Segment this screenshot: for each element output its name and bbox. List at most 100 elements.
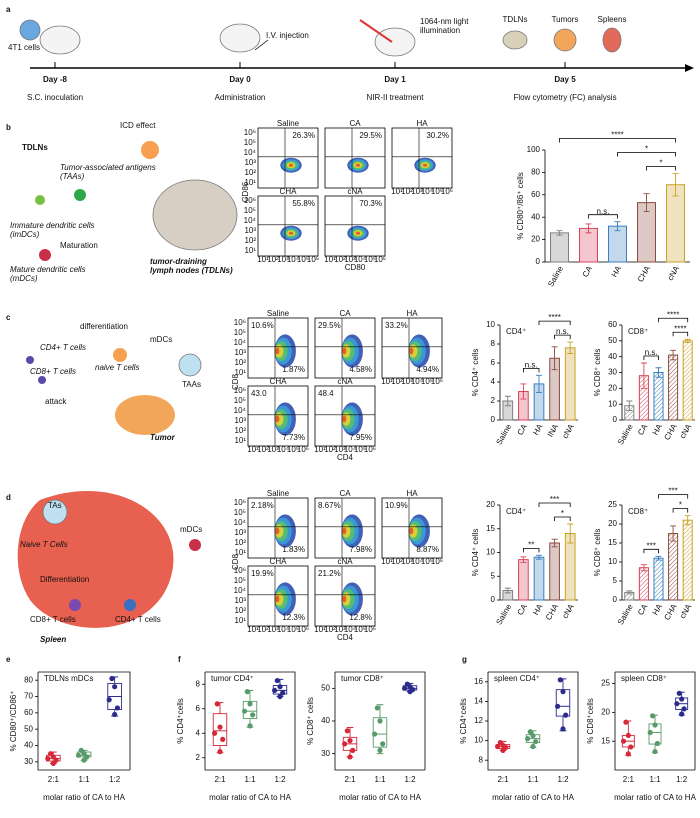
point [274,677,280,684]
label: 25 [601,679,610,688]
label: Saline [616,422,635,446]
label: Saline [267,489,290,498]
point [342,741,348,747]
label: attack [45,397,67,406]
label: 10⁵ [421,557,433,566]
label: 10⁶ [234,498,246,507]
label: 10⁴ [344,445,357,454]
bar [518,559,529,601]
density-blob [275,595,280,603]
label: CHA [636,264,653,284]
label: 10³ [277,255,289,264]
label: 4.58% [349,365,372,374]
mouse [39,25,81,55]
tumor [115,395,175,435]
label: 2.18% [251,501,274,510]
label: 10² [234,426,246,435]
label: 12.8% [349,613,372,622]
error-bar [655,367,662,378]
label: 10⁴ [411,377,424,386]
label: HA [406,489,418,498]
label: 8 [196,679,201,688]
significance-bracket [643,548,659,554]
mouse [219,23,261,53]
label: CA [516,602,530,617]
label: 4T1 cells [8,43,40,52]
label: (imDCs) [10,230,40,239]
label: 10⁴ [277,445,290,454]
point [220,736,226,742]
label: Saline [277,119,300,128]
label: CA [636,602,650,617]
error-bar [643,193,650,213]
label: cNA [337,377,353,386]
spleen-icon [602,27,622,53]
label: 70 [24,692,33,701]
label: 6 [196,704,201,713]
syringe [254,39,269,51]
label: 10¹ [381,557,393,566]
label: 20 [486,500,495,509]
label: tumor-draining [150,257,207,266]
label: 10⁴ [344,625,357,634]
tumor-cell [141,141,159,159]
label: 10¹ [247,625,259,634]
density-blob [288,231,294,235]
label: 10⁶ [307,255,319,264]
point [530,743,536,750]
label: CD8 [231,373,240,390]
label: CHA [544,602,561,622]
label: molar ratio of CA to HA [492,793,574,802]
point [344,728,350,734]
label: 10³ [267,445,279,454]
significance-bracket [538,320,571,326]
error-bar [520,383,527,400]
point [628,744,634,750]
label: TDLNs [22,143,48,152]
label: TAAs [182,380,201,389]
point [277,684,283,690]
label: TDLNs [503,15,528,24]
label: * [679,501,682,510]
label: 5 [491,571,496,580]
significance-bracket [658,494,689,499]
significance-bracket [554,334,571,340]
point [533,738,539,745]
label: **** [674,324,686,333]
point [679,711,685,717]
imdc [74,189,86,201]
bar [668,354,679,421]
error-bar [520,556,527,563]
label: CA [636,422,650,437]
label: 0 [613,415,618,424]
label: 4.94% [416,365,439,374]
label: 10⁶ [441,187,453,196]
label: 8 [479,755,484,764]
point [676,690,682,696]
label: 0 [613,595,618,604]
bar [564,347,576,421]
error-bar [536,554,542,560]
label: 10⁵ [287,625,299,634]
label: n.s. [556,327,569,336]
axis [614,672,695,771]
label: 10⁴ [244,148,257,157]
label: CD4+ T cells [115,615,161,624]
label: 10³ [344,255,356,264]
lymph-node [152,179,238,251]
label: 10³ [234,596,246,605]
label: 10⁴ [277,625,290,634]
label: 10⁶ [244,128,256,137]
label: 8.67% [318,501,341,510]
label: 30 [608,368,617,377]
point [560,726,566,732]
label: 10² [244,168,256,177]
label: 10⁴ [421,187,434,196]
flow-plot [381,317,443,379]
error-bar [670,349,677,361]
label: CD4⁺ [506,327,526,336]
cd4-cell [124,599,136,611]
label: f [178,655,181,664]
axis [488,671,579,770]
label: differentiation [80,322,128,331]
